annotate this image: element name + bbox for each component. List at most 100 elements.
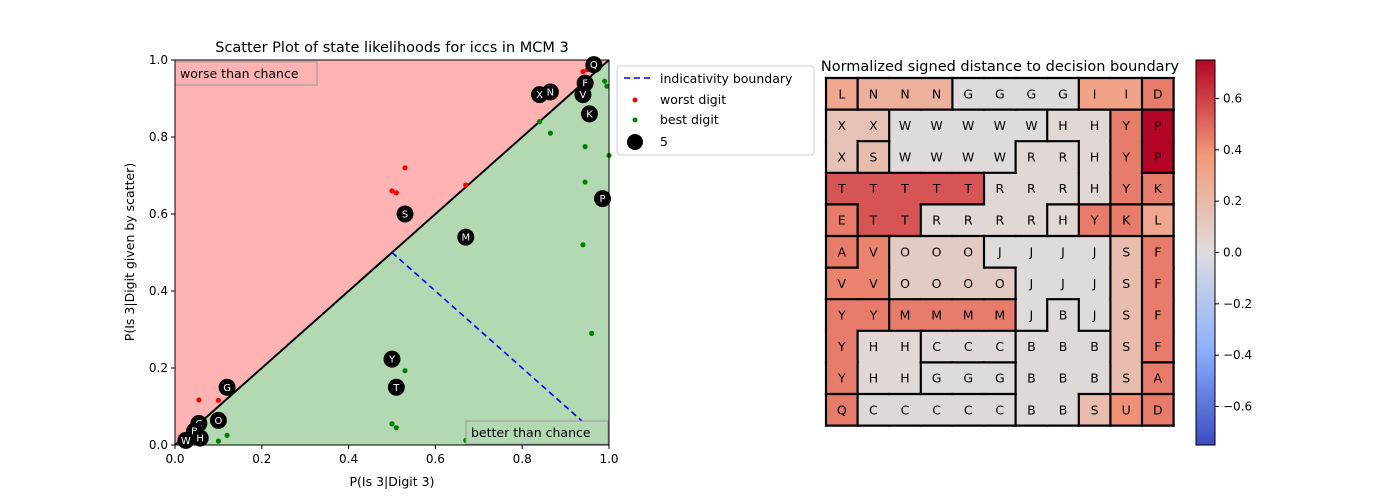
heatmap-cell-label: P [1154, 118, 1162, 133]
heatmap-cell [1047, 236, 1080, 269]
heatmap-cell-label: O [995, 276, 1005, 291]
heatmap-cell-label: B [1059, 402, 1068, 417]
heatmap-cell-label: R [932, 213, 941, 228]
heatmap-cell [889, 109, 922, 142]
heatmap-cell-label: M [931, 308, 942, 323]
heatmap-cell [889, 330, 922, 363]
heatmap-cell [952, 267, 985, 300]
heatmap-cell-label: D [1153, 86, 1163, 101]
heatmap-cell-label: W [962, 150, 974, 165]
heatmap-cell-labels: L N N N G G G G I I D X X W W W W W H H Y P X S W W W W R R H Y P T T T T T R R… [837, 86, 1163, 417]
heatmap-cell [984, 172, 1017, 205]
heatmap-cell [1110, 172, 1143, 205]
scatter-chart: Scatter Plot of state likelihoods for ic… [122, 40, 815, 489]
big-points: GSMYTCOBWHXNFVKPQ [177, 56, 611, 449]
y-axis-label: P(Is 3|Digit given by scatter) [122, 163, 137, 341]
colorbar-tick-label: 0.2 [1223, 194, 1242, 208]
big-point-k: K [580, 105, 598, 123]
heatmap-cell [1142, 299, 1175, 332]
heatmap-cell [857, 78, 890, 111]
heatmap-cell-label: J [1060, 244, 1065, 259]
heatmap-cell-label: Y [1121, 181, 1130, 196]
x-tick-label: 0.8 [513, 452, 532, 466]
heatmap-cell [952, 141, 985, 174]
heatmap-cell-label: Q [837, 402, 847, 417]
heatmap-cell-label: C [901, 402, 910, 417]
heatmap-cell [920, 362, 953, 395]
legend-big-label: 5 [660, 134, 668, 149]
heatmap-cell-label: R [995, 181, 1004, 196]
heatmap-cell [984, 109, 1017, 142]
heatmap-cell-label: S [869, 150, 877, 165]
y-tick-label: 0.2 [149, 361, 168, 375]
x-axis: 0.0 0.2 0.4 0.6 0.8 1.0 [165, 445, 619, 466]
heatmap-cell-label: F [1154, 276, 1161, 291]
y-tick-label: 0.8 [149, 130, 168, 144]
best-point [389, 421, 395, 427]
big-point-label: G [223, 383, 231, 394]
heatmap-cell [857, 141, 890, 174]
big-point-m: M [457, 228, 475, 246]
heatmap-cell [889, 204, 922, 237]
heatmap-cell-label: S [1122, 371, 1130, 386]
heatmap-cell-label: I [1093, 86, 1097, 101]
heatmap-cell [1015, 141, 1048, 174]
heatmap-cell-label: Y [837, 371, 846, 386]
heatmap-cell-label: T [869, 213, 878, 228]
heatmap-cell-label: J [1029, 276, 1034, 291]
heatmap-title: Normalized signed distance to decision b… [821, 59, 1180, 75]
heatmap-cell-label: X [838, 118, 847, 133]
heatmap-cell-label: G [1058, 86, 1068, 101]
heatmap-cell-label: O [900, 276, 910, 291]
big-point-label: W [181, 436, 191, 447]
heatmap-cell [920, 78, 953, 111]
heatmap-cell [1047, 109, 1080, 142]
heatmap-cell [1015, 109, 1048, 142]
heatmap-cell [984, 267, 1017, 300]
heatmap-cell-label: Y [837, 308, 846, 323]
heatmap-cell [1110, 362, 1143, 395]
heatmap-cell [1078, 299, 1111, 332]
heatmap-cell [1078, 394, 1111, 427]
heatmap-cell-label: P [1154, 150, 1162, 165]
heatmap-cell-label: K [1122, 213, 1131, 228]
heatmap-cell-label: H [1090, 150, 1099, 165]
colorbar-gradient [1195, 59, 1216, 446]
heatmap-cell [1078, 204, 1111, 237]
heatmap-cell-label: B [1059, 371, 1068, 386]
heatmap-cell [857, 362, 890, 395]
heatmap-cell [952, 299, 985, 332]
heatmap-cell-label: J [1060, 276, 1065, 291]
heatmap-cell-label: X [869, 118, 878, 133]
heatmap-cell-label: O [963, 244, 973, 259]
heatmap-cell [1110, 141, 1143, 174]
heatmap-cell-label: W [899, 150, 911, 165]
heatmap-cell [826, 267, 859, 300]
heatmap-cell-label: R [1027, 150, 1036, 165]
heatmap-cell [1142, 204, 1175, 237]
heatmap-cell [920, 267, 953, 300]
heatmap-cell [1110, 204, 1143, 237]
heatmap-cell-label: T [932, 181, 941, 196]
heatmap-cell-label: S [1091, 402, 1099, 417]
heatmap-cell [952, 330, 985, 363]
heatmap-cell [1142, 394, 1175, 427]
best-point [224, 432, 230, 438]
big-point-label: S [402, 210, 408, 221]
best-point [393, 425, 399, 431]
heatmap-cell [952, 172, 985, 205]
heatmap-cell-label: C [995, 402, 1004, 417]
heatmap-cell-label: W [930, 150, 942, 165]
worse-annotation: worse than chance [174, 61, 318, 86]
heatmap-cell-label: G [963, 86, 973, 101]
heatmap-cell [889, 394, 922, 427]
best-point [582, 144, 588, 150]
heatmap-cell [984, 141, 1017, 174]
heatmap-cell-label: O [963, 276, 973, 291]
heatmap-cell [1142, 362, 1175, 395]
heatmap-cell-label: R [964, 213, 973, 228]
heatmap-cell [826, 204, 859, 237]
heatmap-cell [1078, 362, 1111, 395]
heatmap-cell-label: T [900, 213, 909, 228]
